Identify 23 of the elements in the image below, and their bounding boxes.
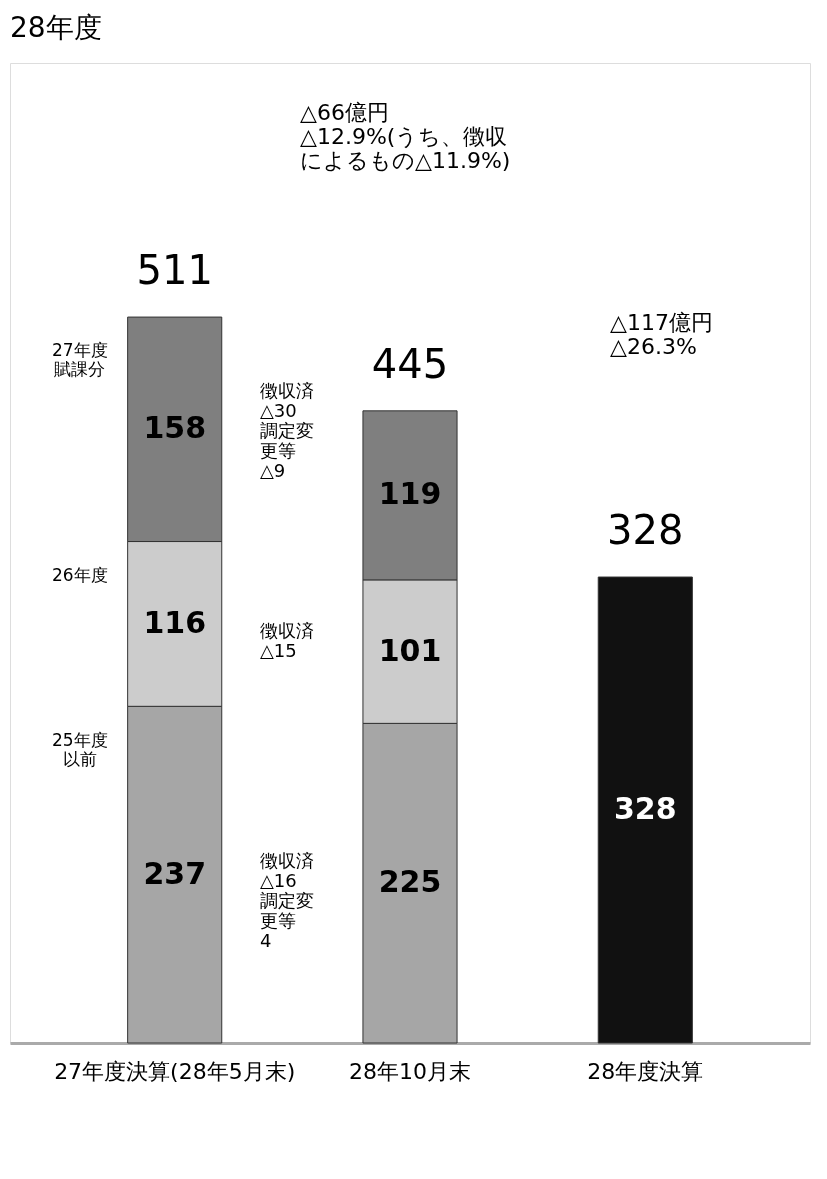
- annotation: 徴収済△30調定変更等△9: [260, 380, 314, 481]
- data-label: 158: [143, 410, 207, 446]
- data-label: 225: [378, 864, 442, 900]
- total-label: 328: [607, 507, 684, 554]
- series-label: 27年度賦課分: [51, 340, 108, 380]
- series-label: 25年度以前: [51, 729, 108, 769]
- annotation: 徴収済△15: [260, 620, 314, 661]
- data-label: 328: [613, 791, 677, 827]
- total-label: 445: [371, 340, 449, 387]
- x-tick-label: 27年度決算(28年5月末): [54, 1058, 296, 1084]
- chart-title: 28年度: [10, 11, 102, 44]
- series-label: 26年度: [51, 564, 108, 585]
- annotation: △117億円△26.3%: [610, 310, 713, 359]
- bar: [597, 576, 693, 1044]
- data-label: 119: [378, 476, 442, 512]
- total-label: 511: [136, 247, 213, 294]
- text: △66億円△12.9%(うち、徴収によるもの△11.9%): [300, 100, 511, 173]
- data-label: 101: [378, 632, 442, 668]
- data-label: 116: [143, 604, 207, 640]
- data-label: 237: [143, 855, 207, 891]
- annotation: 徴収済△16調定変更等4: [260, 850, 314, 951]
- x-tick-label: 28年度決算: [587, 1058, 704, 1084]
- x-tick-label: 28年10月末: [349, 1058, 471, 1084]
